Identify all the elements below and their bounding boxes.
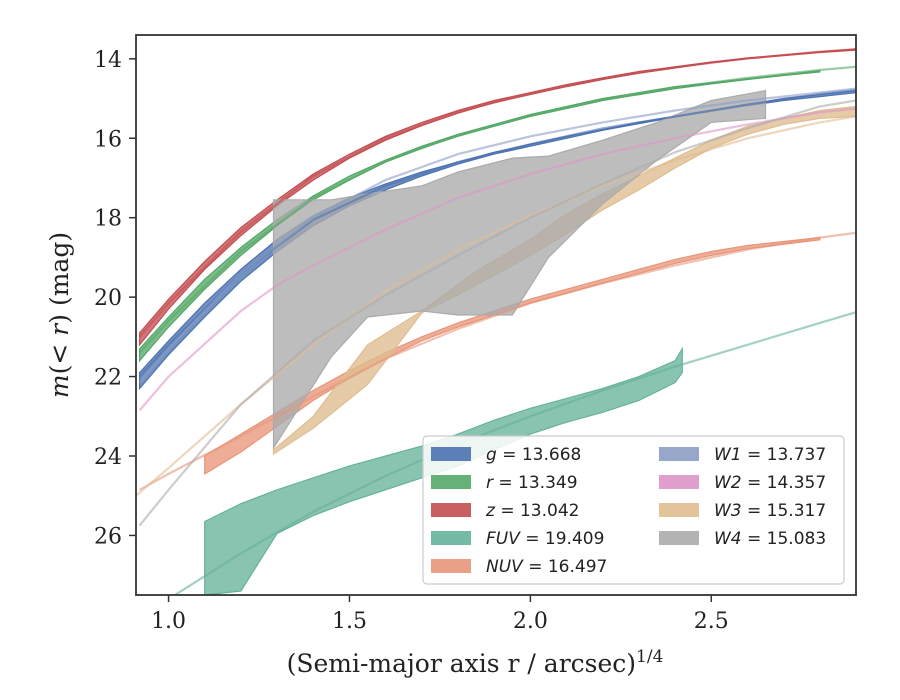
model-line-w1 [138, 87, 856, 384]
legend-label-nuv: NUV = 16.497 [486, 557, 607, 577]
x-tick-label: 2.5 [694, 609, 729, 634]
legend-swatch-r [431, 475, 471, 489]
legend-swatch-fuv [431, 531, 471, 545]
legend-swatch-w4 [659, 531, 699, 545]
model-line-fuv [172, 311, 856, 595]
legend-swatch-nuv [431, 559, 471, 573]
axis-ticks: 1.0 1.5 2.0 2.5 14 16 18 20 22 24 26 [94, 48, 729, 634]
model-line-w4 [138, 99, 856, 527]
x-axis-label: (Semi-major axis r / arcsec)1/4 [287, 647, 664, 678]
y-tick-label: 24 [94, 445, 122, 470]
legend-label-w1: W1 = 13.737 [714, 445, 826, 465]
legend-swatch-g [431, 447, 471, 461]
model-line-w2 [138, 107, 856, 412]
legend-label-r: r = 13.349 [486, 473, 578, 493]
x-tick-label: 2.0 [513, 609, 548, 634]
legend-swatch-w1 [659, 447, 699, 461]
model-line-z [138, 48, 856, 338]
y-axis-label: m(< r) (mag) [45, 232, 74, 398]
legend-label-w4: W4 = 15.083 [714, 529, 826, 549]
y-tick-label: 14 [94, 48, 122, 73]
legend-swatch-w2 [659, 475, 699, 489]
legend-swatch-z [431, 503, 471, 517]
model-line-w3 [136, 115, 856, 497]
legend-swatch-w3 [659, 503, 699, 517]
band-fuv [204, 346, 683, 595]
model-line-nuv [139, 231, 856, 491]
y-tick-label: 26 [94, 524, 122, 549]
x-tick-label: 1.0 [151, 609, 186, 634]
legend-label-w2: W2 = 14.357 [714, 473, 826, 493]
legend-box [422, 435, 845, 585]
model-line-r [138, 65, 856, 354]
legend-label-z: z = 13.042 [485, 501, 579, 521]
band-w4 [272, 89, 767, 451]
y-tick-label: 18 [94, 207, 122, 232]
legend-label-fuv: FUV = 19.409 [486, 529, 604, 549]
legend-label-w3: W3 = 15.317 [714, 501, 826, 521]
y-tick-label: 22 [94, 366, 122, 391]
plot-frame [135, 34, 857, 596]
plot-area [136, 48, 856, 595]
y-tick-label: 20 [94, 286, 122, 311]
x-tick-label: 1.5 [332, 609, 367, 634]
y-tick-label: 16 [94, 127, 122, 152]
legend: g = 13.668 r = 13.349 z = 13.042 FUV = 19.4… [422, 435, 845, 585]
legend-label-g: g = 13.668 [486, 445, 581, 465]
